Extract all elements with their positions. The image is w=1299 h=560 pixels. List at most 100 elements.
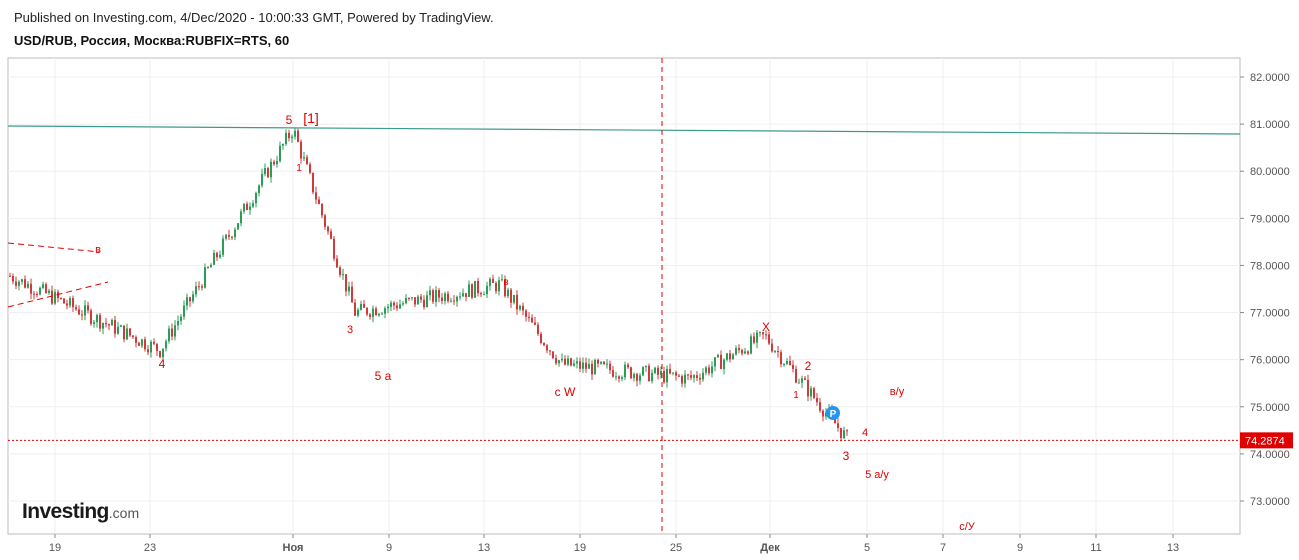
- candle-body: [432, 290, 434, 302]
- candle-body: [165, 341, 167, 349]
- candle-body: [489, 278, 491, 286]
- x-tick-label: 25: [670, 542, 682, 554]
- candle-body: [531, 317, 533, 323]
- candle-body: [648, 365, 650, 382]
- candle-body: [372, 308, 374, 317]
- candle-body: [792, 364, 794, 369]
- trendline: [7, 125, 1241, 135]
- candle-body: [225, 234, 227, 239]
- candle-body: [369, 314, 371, 317]
- candle-body: [366, 307, 368, 315]
- candle-body: [66, 303, 68, 306]
- candle-body: [480, 293, 482, 295]
- candle-body: [657, 367, 659, 375]
- candle-body: [456, 296, 458, 302]
- candle-body: [219, 254, 221, 258]
- candle-body: [426, 295, 428, 308]
- candle-body: [582, 362, 584, 369]
- candle-body: [21, 279, 23, 282]
- candle-body: [630, 367, 632, 379]
- x-tick-label: 19: [49, 542, 61, 554]
- candle-body: [27, 283, 29, 288]
- candle-body: [612, 370, 614, 377]
- y-tick-label: 80.0000: [1250, 166, 1290, 178]
- candle-body: [87, 305, 89, 311]
- candlesticks: [9, 127, 848, 442]
- candle-body: [804, 378, 806, 380]
- candle-body: [675, 372, 677, 376]
- candle-body: [801, 378, 803, 383]
- candle-body: [117, 326, 119, 334]
- candle-body: [687, 374, 689, 376]
- candle-body: [444, 293, 446, 302]
- candle-body: [102, 322, 104, 329]
- candle-body: [105, 322, 107, 325]
- y-tick-label: 79.0000: [1250, 213, 1290, 225]
- candle-body: [528, 316, 530, 318]
- candle-body: [639, 375, 641, 381]
- candle-body: [693, 375, 695, 378]
- x-tick-label: Ноя: [283, 542, 304, 554]
- candle-body: [738, 348, 740, 351]
- x-tick-label: 19: [574, 542, 586, 554]
- candle-body: [459, 296, 461, 298]
- candle-body: [549, 350, 551, 352]
- candle-body: [708, 367, 710, 374]
- candle-body: [840, 427, 842, 439]
- y-tick-label: 75.0000: [1250, 402, 1290, 414]
- candle-body: [129, 328, 131, 336]
- candle-body: [198, 286, 200, 288]
- plot-frame: [7, 57, 1241, 535]
- candle-body: [711, 366, 713, 374]
- investing-logo[interactable]: Investing.com: [22, 500, 140, 523]
- candle-body: [264, 168, 266, 175]
- candle-body: [207, 267, 209, 269]
- y-tick-label: 73.0000: [1250, 496, 1290, 508]
- candle-body: [537, 324, 539, 334]
- candle-body: [642, 367, 644, 376]
- candle-body: [477, 280, 479, 294]
- candle-body: [177, 320, 179, 326]
- candle-body: [669, 368, 671, 374]
- candle-body: [414, 297, 416, 305]
- x-tick-label: 9: [1017, 542, 1023, 554]
- candle-body: [621, 377, 623, 379]
- candle-body: [636, 374, 638, 381]
- published-caption: Published on Investing.com, 4/Dec/2020 -…: [14, 10, 494, 25]
- wave-label: c W: [555, 385, 576, 399]
- candle-body: [558, 360, 560, 364]
- candle-body: [591, 363, 593, 375]
- candle-body: [753, 336, 755, 343]
- candle-body: [765, 334, 767, 336]
- candle-body: [417, 296, 419, 305]
- y-tick-label: 81.0000: [1250, 119, 1290, 131]
- candle-body: [789, 361, 791, 365]
- candle-body: [351, 286, 353, 303]
- wave-label: 1: [296, 163, 302, 174]
- candle-body: [141, 339, 143, 346]
- y-tick-label: 76.0000: [1250, 355, 1290, 367]
- candle-body: [462, 293, 464, 297]
- last-price-box: [1240, 432, 1293, 449]
- candle-body: [39, 287, 41, 295]
- candle-body: [837, 423, 839, 428]
- x-tick-label: 9: [386, 542, 392, 554]
- candle-body: [48, 290, 50, 293]
- candle-body: [846, 430, 848, 432]
- candle-body: [258, 185, 260, 193]
- candle-body: [471, 284, 473, 298]
- candle-body: [723, 359, 725, 369]
- wave-label: 3: [843, 449, 850, 463]
- x-tick-label: 13: [1167, 542, 1179, 554]
- candle-body: [45, 284, 47, 293]
- candle-body: [825, 412, 827, 417]
- wave-label: 3: [347, 324, 353, 336]
- candle-body: [363, 303, 365, 308]
- x-tick-label: 7: [940, 542, 946, 554]
- symbol-title: USD/RUB, Россия, Москва:RUBFIX=RTS, 60: [14, 33, 290, 48]
- candle-body: [447, 293, 449, 302]
- candle-body: [339, 267, 341, 275]
- candle-body: [645, 365, 647, 368]
